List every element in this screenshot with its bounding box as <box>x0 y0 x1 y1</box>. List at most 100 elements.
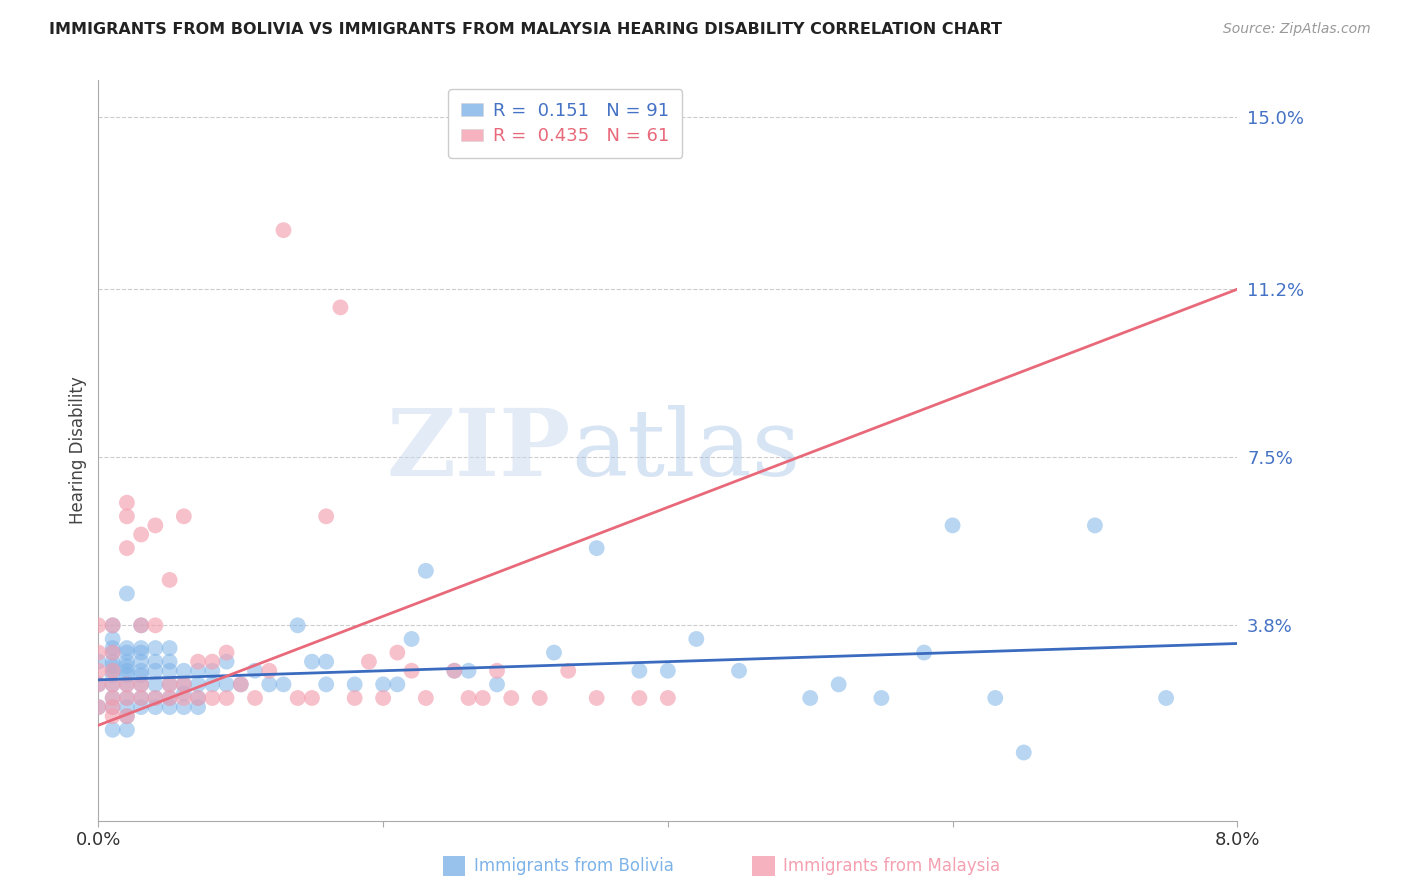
Point <box>159 700 181 714</box>
Point <box>443 664 465 678</box>
Point <box>301 655 323 669</box>
Point <box>685 632 707 646</box>
Point <box>101 664 124 678</box>
Point <box>115 664 138 678</box>
Point <box>187 691 209 706</box>
Point <box>201 655 224 669</box>
Point <box>159 677 181 691</box>
Point <box>543 646 565 660</box>
Point <box>101 618 124 632</box>
Point <box>315 509 337 524</box>
Point <box>101 641 124 656</box>
Point <box>87 664 110 678</box>
Point <box>129 691 152 706</box>
Point <box>443 664 465 678</box>
Point <box>159 677 181 691</box>
Point <box>201 664 224 678</box>
Point <box>229 677 252 691</box>
Point <box>828 677 851 691</box>
Point <box>215 691 238 706</box>
Point <box>215 655 238 669</box>
Point <box>471 691 494 706</box>
Point <box>129 618 152 632</box>
Point <box>145 655 167 669</box>
Point <box>201 691 224 706</box>
Point <box>115 668 138 682</box>
Point <box>173 677 195 691</box>
Text: Immigrants from Bolivia: Immigrants from Bolivia <box>474 857 673 875</box>
Point <box>87 677 110 691</box>
Point <box>115 691 138 706</box>
Point <box>628 691 651 706</box>
Point <box>101 723 124 737</box>
Point <box>101 668 124 682</box>
Point <box>387 646 409 660</box>
Point <box>159 641 181 656</box>
Point <box>129 646 152 660</box>
Point <box>585 541 607 555</box>
Point <box>129 527 152 541</box>
Point <box>101 632 124 646</box>
Point <box>129 618 152 632</box>
Point <box>187 691 209 706</box>
Point <box>501 691 523 706</box>
Point <box>912 646 935 660</box>
Point <box>159 691 181 706</box>
Point <box>101 618 124 632</box>
Legend: R =  0.151   N = 91, R =  0.435   N = 61: R = 0.151 N = 91, R = 0.435 N = 61 <box>449 89 682 158</box>
Point <box>628 664 651 678</box>
Point <box>115 659 138 673</box>
Point <box>145 691 167 706</box>
Text: ZIP: ZIP <box>387 406 571 495</box>
Point <box>243 691 266 706</box>
Point <box>129 655 152 669</box>
Point <box>87 677 110 691</box>
Point <box>201 677 224 691</box>
Point <box>159 691 181 706</box>
Point <box>115 709 138 723</box>
Point <box>585 691 607 706</box>
Point <box>101 691 124 706</box>
Point <box>145 700 167 714</box>
Point <box>486 664 509 678</box>
Point <box>870 691 893 706</box>
Point <box>315 655 337 669</box>
Point <box>457 664 479 678</box>
Point <box>115 641 138 656</box>
Point <box>187 677 209 691</box>
Point <box>259 677 281 691</box>
Point <box>799 691 821 706</box>
Point <box>215 677 238 691</box>
Point <box>129 691 152 706</box>
Point <box>145 618 167 632</box>
Point <box>329 301 352 315</box>
Point <box>87 700 110 714</box>
Text: atlas: atlas <box>571 406 800 495</box>
Point <box>401 664 423 678</box>
Point <box>101 677 124 691</box>
Point <box>115 677 138 691</box>
Point <box>343 691 366 706</box>
Point <box>145 691 167 706</box>
Point <box>415 691 437 706</box>
Point <box>115 677 138 691</box>
Point <box>87 655 110 669</box>
Point <box>129 668 152 682</box>
Point <box>115 655 138 669</box>
Text: IMMIGRANTS FROM BOLIVIA VS IMMIGRANTS FROM MALAYSIA HEARING DISABILITY CORRELATI: IMMIGRANTS FROM BOLIVIA VS IMMIGRANTS FR… <box>49 22 1002 37</box>
Point <box>145 518 167 533</box>
Point <box>215 646 238 660</box>
Point <box>273 677 295 691</box>
Point <box>129 677 152 691</box>
Point <box>115 541 138 555</box>
Point <box>115 691 138 706</box>
Point <box>173 686 195 700</box>
Point <box>187 700 209 714</box>
Point <box>87 700 110 714</box>
Point <box>387 677 409 691</box>
Point <box>101 691 124 706</box>
Point <box>87 618 110 632</box>
Text: Immigrants from Malaysia: Immigrants from Malaysia <box>783 857 1000 875</box>
Point <box>101 655 124 669</box>
Point <box>101 646 124 660</box>
